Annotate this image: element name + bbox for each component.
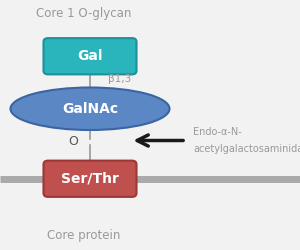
Text: Ser/Thr: Ser/Thr [61,172,119,186]
Text: Core protein: Core protein [47,230,121,242]
Text: Gal: Gal [77,49,103,63]
Ellipse shape [11,88,169,130]
FancyBboxPatch shape [44,38,136,74]
Text: GalNAc: GalNAc [62,102,118,116]
Text: β1,3: β1,3 [108,74,131,84]
Text: acetylgalactosaminidase: acetylgalactosaminidase [194,144,300,154]
Text: O: O [69,135,78,148]
Text: Core 1 O-glycan: Core 1 O-glycan [36,8,132,20]
Text: Endo-α-N-: Endo-α-N- [194,127,242,137]
FancyBboxPatch shape [44,161,136,197]
